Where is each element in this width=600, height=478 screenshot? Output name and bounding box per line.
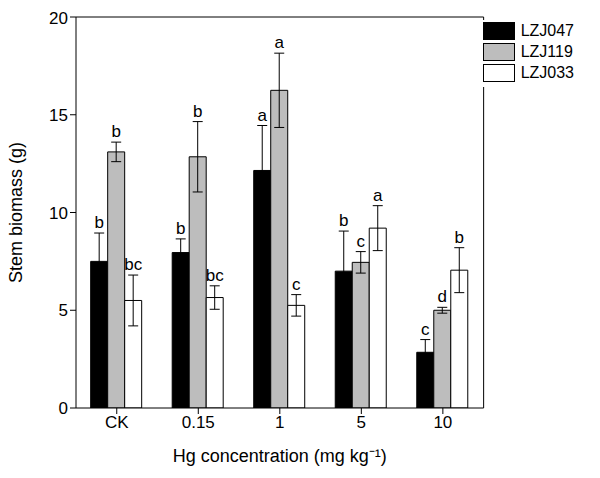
svg-text:5: 5 — [357, 413, 366, 432]
svg-text:a: a — [274, 33, 284, 52]
svg-text:CK: CK — [105, 413, 129, 432]
svg-text:c: c — [356, 232, 365, 251]
svg-text:d: d — [438, 287, 447, 306]
html-text:LZJ033: LZJ033 — [520, 64, 574, 81]
svg-text:b: b — [94, 213, 103, 232]
html-text:LZJ047: LZJ047 — [520, 22, 574, 39]
svg-text:20: 20 — [49, 9, 68, 28]
svg-text:b: b — [455, 228, 464, 247]
svg-text:0: 0 — [59, 399, 68, 418]
svg-text:c: c — [292, 275, 301, 294]
svg-text:b: b — [176, 219, 185, 238]
svg-text:15: 15 — [49, 106, 68, 125]
svg-text:bc: bc — [206, 266, 224, 285]
svg-text:Hg concentration (mg kg⁻¹): Hg concentration (mg kg⁻¹) — [173, 446, 387, 466]
svg-text:b: b — [111, 122, 120, 141]
svg-text:a: a — [257, 106, 267, 125]
svg-text:b: b — [193, 102, 202, 121]
svg-text:b: b — [339, 211, 348, 230]
svg-text:10: 10 — [433, 413, 452, 432]
svg-text:c: c — [421, 320, 430, 339]
svg-text:5: 5 — [59, 301, 68, 320]
svg-text:0.15: 0.15 — [182, 413, 215, 432]
svg-text:10: 10 — [49, 204, 68, 223]
svg-text:bc: bc — [124, 255, 142, 274]
svg-text:Stem biomass (g): Stem biomass (g) — [8, 142, 26, 283]
svg-text:1: 1 — [275, 413, 284, 432]
svg-text:a: a — [373, 186, 383, 205]
html-text:LZJ119: LZJ119 — [520, 43, 573, 60]
